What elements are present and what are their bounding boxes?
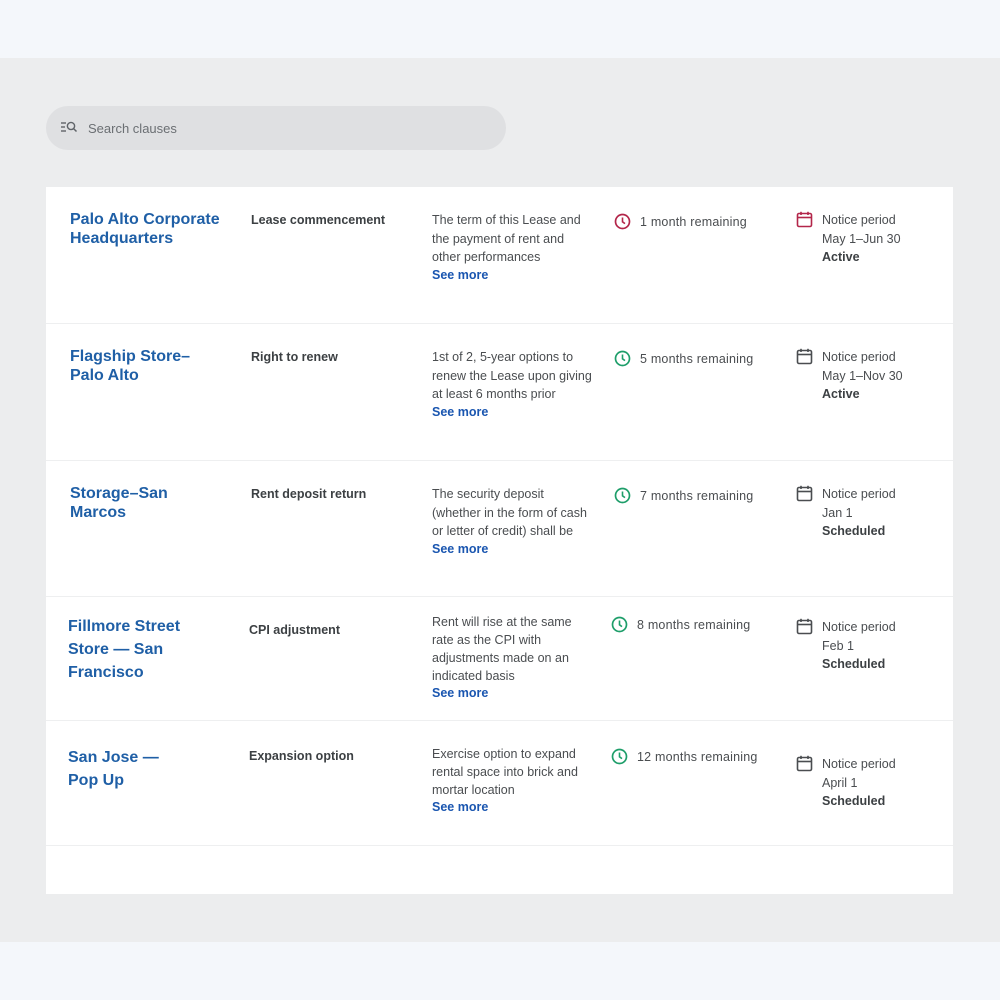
- see-more-link[interactable]: See more: [432, 404, 489, 419]
- remaining-text: 8 months remaining: [637, 617, 751, 632]
- notice-label: Notice period: [822, 213, 896, 227]
- search-filter-icon: [60, 120, 80, 136]
- search-input[interactable]: [88, 120, 468, 136]
- calendar-icon: [796, 618, 813, 635]
- clause-name: Rent deposit return: [251, 487, 367, 501]
- time-remaining: 7 months remaining: [614, 487, 753, 504]
- status-badge: Scheduled: [822, 657, 886, 671]
- see-more-link[interactable]: See more: [432, 541, 489, 556]
- table-row: Storage–San Marcos Rent deposit return T…: [46, 461, 953, 597]
- status-badge: Scheduled: [822, 794, 886, 808]
- remaining-text: 1 month remaining: [640, 214, 747, 229]
- time-remaining: 5 months remaining: [614, 350, 753, 367]
- table-row: Fillmore Street Store — San Francisco CP…: [46, 597, 953, 721]
- location-link[interactable]: Storage–San Marcos: [70, 485, 168, 521]
- location-link[interactable]: Palo Alto Corporate Headquarters: [70, 211, 220, 247]
- location-link[interactable]: Flagship Store–Palo Alto: [70, 348, 191, 384]
- clause-description: The security deposit (whether in the for…: [432, 487, 587, 538]
- clause-table: Palo Alto Corporate Headquarters Lease c…: [46, 187, 953, 894]
- notice-label: Notice period: [822, 620, 896, 634]
- calendar-icon: [796, 348, 813, 365]
- notice-period: Notice period Feb 1 Scheduled: [796, 618, 896, 674]
- time-remaining: 1 month remaining: [614, 213, 747, 230]
- notice-dates: Feb 1: [822, 638, 854, 653]
- notice-period: Notice period May 1–Nov 30 Active: [796, 348, 903, 404]
- clause-description: Rent will rise at the same rate as the C…: [432, 615, 572, 683]
- calendar-icon: [796, 755, 813, 772]
- table-row: San Jose — Pop Up Expansion option Exerc…: [46, 731, 953, 846]
- notice-dates: May 1–Nov 30: [822, 368, 903, 383]
- clock-icon: [614, 487, 631, 504]
- status-badge: Active: [822, 250, 860, 264]
- clock-icon: [611, 748, 628, 765]
- notice-label: Notice period: [822, 350, 896, 364]
- search-bar[interactable]: [46, 106, 506, 150]
- time-remaining: 8 months remaining: [611, 616, 750, 633]
- clause-description: The term of this Lease and the payment o…: [432, 213, 581, 264]
- notice-period: Notice period April 1 Scheduled: [796, 755, 896, 811]
- notice-label: Notice period: [822, 757, 896, 771]
- time-remaining: 12 months remaining: [611, 748, 758, 765]
- remaining-text: 12 months remaining: [637, 749, 758, 764]
- notice-dates: April 1: [822, 775, 858, 790]
- clock-icon: [611, 616, 628, 633]
- notice-label: Notice period: [822, 487, 896, 501]
- remaining-text: 7 months remaining: [640, 488, 754, 503]
- table-row: Flagship Store–Palo Alto Right to renew …: [46, 324, 953, 461]
- notice-period: Notice period Jan 1 Scheduled: [796, 485, 896, 541]
- see-more-link[interactable]: See more: [432, 686, 489, 700]
- clause-name: CPI adjustment: [249, 623, 340, 637]
- clock-icon: [614, 350, 631, 367]
- clock-icon: [614, 213, 631, 230]
- location-link[interactable]: Fillmore Street Store — San Francisco: [68, 618, 181, 681]
- calendar-icon: [796, 211, 813, 228]
- status-badge: Scheduled: [822, 524, 886, 538]
- table-row: Palo Alto Corporate Headquarters Lease c…: [46, 187, 953, 324]
- clause-name: Lease commencement: [251, 213, 386, 227]
- clause-name: Right to renew: [251, 350, 338, 364]
- clause-name: Expansion option: [249, 749, 354, 763]
- clause-description: 1st of 2, 5-year options to renew the Le…: [432, 350, 592, 401]
- calendar-icon: [796, 485, 813, 502]
- see-more-link[interactable]: See more: [432, 800, 489, 814]
- see-more-link[interactable]: See more: [432, 267, 489, 282]
- notice-dates: Jan 1: [822, 505, 853, 520]
- clause-description: Exercise option to expand rental space i…: [432, 747, 578, 797]
- notice-dates: May 1–Jun 30: [822, 231, 901, 246]
- remaining-text: 5 months remaining: [640, 351, 754, 366]
- status-badge: Active: [822, 387, 860, 401]
- notice-period: Notice period May 1–Jun 30 Active: [796, 211, 901, 267]
- location-link[interactable]: San Jose — Pop Up: [68, 749, 159, 789]
